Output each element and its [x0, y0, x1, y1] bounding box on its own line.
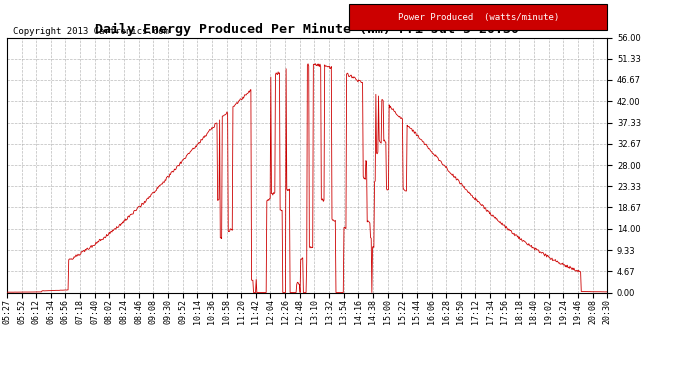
- FancyBboxPatch shape: [349, 4, 607, 30]
- Text: Power Produced  (watts/minute): Power Produced (watts/minute): [397, 13, 559, 22]
- Title: Daily Energy Produced Per Minute (Wm) Fri Jul 5 20:30: Daily Energy Produced Per Minute (Wm) Fr…: [95, 23, 519, 36]
- Text: Copyright 2013 Cartronics.com: Copyright 2013 Cartronics.com: [13, 27, 169, 36]
